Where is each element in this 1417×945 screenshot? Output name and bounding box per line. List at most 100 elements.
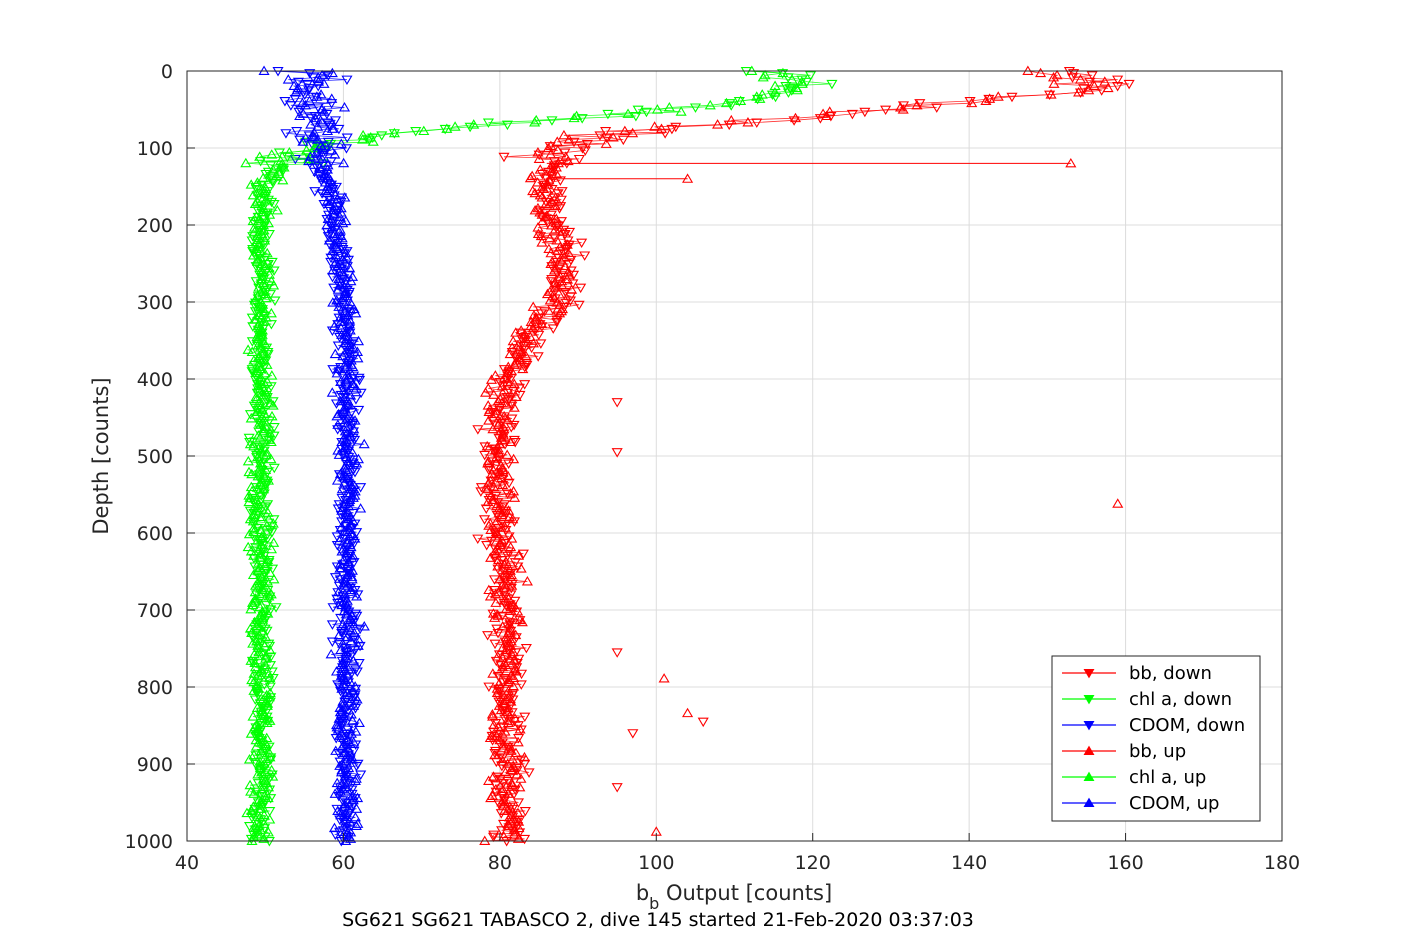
data-point: [261, 700, 273, 710]
data-point: [523, 768, 535, 778]
data-point: [509, 492, 521, 502]
data-point: [351, 693, 363, 704]
data-point: [264, 672, 276, 682]
data-point: [331, 562, 343, 572]
data-point: [328, 822, 341, 833]
data-point: [337, 217, 349, 228]
data-point: [248, 355, 260, 365]
data-point: [576, 114, 588, 124]
data-point: [501, 120, 514, 131]
data-point: [786, 74, 798, 84]
legend-box: [1051, 655, 1261, 822]
data-point: [332, 419, 344, 429]
data-point: [336, 436, 348, 447]
data-point: [277, 165, 290, 176]
data-point: [336, 683, 348, 693]
data-point: [346, 447, 359, 457]
data-point: [506, 401, 518, 412]
data-point: [498, 558, 510, 569]
data-point: [1099, 76, 1111, 86]
data-point: [337, 350, 349, 361]
data-point: [354, 624, 366, 635]
data-point: [256, 228, 268, 239]
data-point: [249, 198, 261, 208]
data-point: [246, 313, 258, 324]
data-point: [1074, 74, 1087, 84]
data-point: [336, 483, 348, 494]
data-point: [980, 95, 992, 106]
data-point: [337, 784, 349, 794]
data-point: [263, 556, 275, 566]
data-point: [512, 736, 524, 747]
data-point: [576, 238, 588, 249]
data-point: [502, 758, 514, 768]
data-point: [342, 310, 354, 320]
data-point: [498, 500, 511, 510]
data-point: [308, 127, 320, 138]
data-point: [260, 292, 272, 303]
data-point: [256, 530, 268, 541]
data-point: [482, 118, 494, 128]
data-point: [505, 423, 517, 433]
data-point: [1102, 82, 1114, 93]
data-point: [579, 146, 591, 156]
data-point: [241, 807, 253, 818]
data-point: [261, 447, 273, 457]
data-point: [376, 131, 388, 141]
data-point: [485, 552, 497, 562]
data-point: [491, 687, 503, 698]
data-point: [341, 344, 353, 354]
data-point: [1045, 89, 1057, 99]
data-point: [300, 144, 313, 155]
data-point: [242, 455, 254, 466]
data-point: [309, 112, 321, 123]
data-point: [326, 620, 338, 630]
data-point: [549, 277, 561, 288]
data-point: [344, 262, 356, 273]
data-point: [331, 541, 343, 551]
data-point: [508, 378, 520, 389]
data-point: [242, 344, 254, 354]
data-point: [323, 234, 335, 245]
legend-label: chl a, down: [1129, 689, 1232, 710]
data-point: [339, 593, 351, 603]
outlier-point: [611, 448, 623, 458]
data-point: [294, 135, 306, 146]
x-tick-label: 180: [1264, 852, 1300, 874]
data-point: [248, 440, 260, 451]
data-point: [333, 367, 345, 377]
data-point: [349, 468, 361, 478]
data-point: [260, 582, 273, 592]
data-point: [619, 125, 631, 136]
data-point: [336, 329, 348, 339]
data-point: [564, 250, 576, 260]
data-point: [338, 801, 350, 811]
data-point: [496, 661, 509, 672]
data-point: [261, 359, 273, 369]
legend-swatch-marker: [1083, 771, 1095, 781]
data-point: [251, 621, 263, 631]
data-point: [245, 413, 257, 423]
data-point: [562, 155, 574, 166]
data-point: [554, 307, 566, 318]
data-point: [343, 762, 355, 773]
data-point: [554, 271, 567, 281]
data-point: [330, 745, 342, 755]
data-point: [562, 242, 574, 253]
y-axis-label: Depth [counts]: [89, 377, 113, 534]
y-tick-label: 0: [161, 61, 173, 83]
data-point: [846, 109, 858, 120]
data-point: [512, 340, 524, 350]
data-point: [336, 741, 348, 751]
data-point: [483, 415, 495, 425]
data-point: [260, 739, 272, 749]
data-point: [249, 657, 261, 667]
data-point: [326, 326, 338, 336]
data-point: [507, 695, 519, 705]
data-point: [563, 227, 576, 238]
data-point: [537, 183, 549, 193]
data-point: [594, 131, 606, 141]
data-point: [508, 824, 520, 835]
data-point: [551, 234, 563, 245]
data-point: [318, 78, 330, 88]
